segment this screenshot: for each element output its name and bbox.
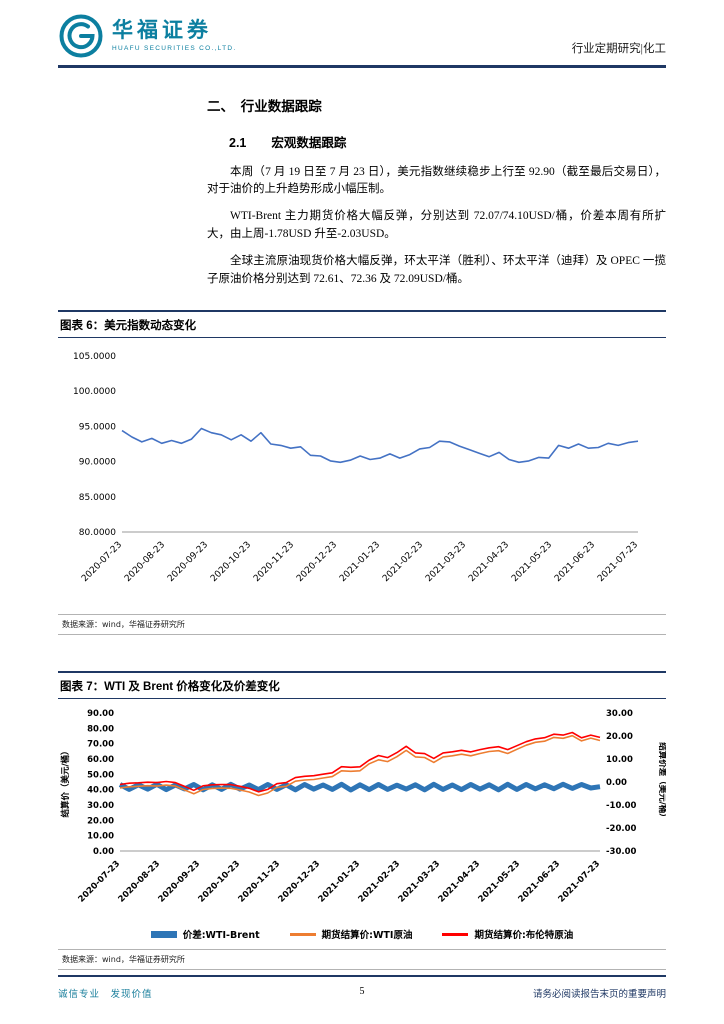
usd-index-chart: 80.0000 85.0000 90.0000 95.0000 100.0000 105.… (73, 352, 640, 584)
svg-text:2021-02-23: 2021-02-23 (381, 540, 425, 584)
legend-label: 期货结算价:WTI原油 (321, 930, 413, 942)
paragraphs: 本周（7 月 19 日至 7 月 23 日），美元指数继续稳步上行至 92.90… (58, 164, 666, 289)
paragraph-usd-index: 本周（7 月 19 日至 7 月 23 日），美元指数继续稳步上行至 92.90… (207, 165, 666, 196)
svg-text:80.00: 80.00 (87, 725, 114, 735)
svg-text:-10.00: -10.00 (606, 801, 636, 811)
figure-7-source: 数据来源：wind，华福证券研究所 (58, 949, 666, 971)
svg-text:2020-11-23: 2020-11-23 (237, 859, 283, 905)
svg-text:2020-07-23: 2020-07-23 (80, 540, 124, 584)
svg-text:20.00: 20.00 (606, 732, 633, 742)
svg-text:90.00: 90.00 (87, 709, 114, 719)
svg-text:90.0000: 90.0000 (79, 458, 116, 468)
svg-text:30.00: 30.00 (87, 801, 114, 811)
footer-disclaimer: 请务必阅读报告末页的重要声明 (532, 990, 666, 1000)
brand-name-cn: 华福证券 (112, 19, 212, 43)
brand-text: 华福证券 HUAFU SECURITIES CO.,LTD. (112, 19, 237, 52)
svg-text:2020-07-23: 2020-07-23 (77, 859, 123, 905)
svg-text:2020-08-23: 2020-08-23 (123, 540, 167, 584)
svg-text:结算价（美元/桶）: 结算价（美元/桶） (60, 747, 71, 818)
svg-text:85.0000: 85.0000 (79, 493, 116, 503)
svg-text:2021-04-23: 2021-04-23 (467, 540, 511, 584)
svg-text:30.00: 30.00 (606, 709, 633, 719)
svg-text:2021-02-23: 2021-02-23 (357, 859, 403, 905)
svg-text:70.00: 70.00 (87, 740, 114, 750)
section-title: 二、 行业数据跟踪 (207, 98, 322, 114)
svg-text:2021-03-23: 2021-03-23 (397, 859, 443, 905)
svg-text:105.0000: 105.0000 (73, 352, 116, 362)
figure-6: 图表 6：美元指数动态变化 80.0000 85.0000 90.0000 95.00… (58, 310, 666, 636)
svg-text:2021-06-23: 2021-06-23 (553, 540, 597, 584)
svg-text:2021-05-23: 2021-05-23 (477, 859, 523, 905)
svg-text:95.0000: 95.0000 (79, 423, 116, 433)
legend-item: 期货结算价:WTI原油 (289, 927, 413, 942)
svg-text:0.00: 0.00 (606, 778, 627, 788)
figure-7: 图表 7：WTI 及 Brent 价格变化及价差变化 0.00 10.00 20.0… (58, 671, 666, 971)
huafu-logo: 华福证券 HUAFU SECURITIES CO.,LTD. (58, 13, 236, 59)
footer: 诚信专业 发现价值 5 请务必阅读报告末页的重要声明 (58, 974, 666, 1000)
svg-text:2021-07-23: 2021-07-23 (596, 540, 640, 584)
svg-text:50.00: 50.00 (87, 771, 114, 781)
legend-swatch (442, 932, 469, 936)
legend-item: 价差:WTI-Brent (150, 927, 260, 942)
svg-text:2021-07-23: 2021-07-23 (557, 859, 603, 905)
content: 二、 行业数据跟踪 2.1 宏观数据跟踪 本周（7 月 19 日至 7 月 23… (0, 95, 724, 971)
svg-text:2020-09-23: 2020-09-23 (157, 859, 203, 905)
svg-text:80.0000: 80.0000 (79, 528, 116, 538)
svg-text:10.00: 10.00 (87, 832, 114, 842)
legend-swatch (289, 932, 316, 936)
svg-text:60.00: 60.00 (87, 755, 114, 765)
header: 华福证券 HUAFU SECURITIES CO.,LTD. 行业定期研究|化工 (0, 0, 724, 65)
svg-text:-20.00: -20.00 (606, 824, 636, 834)
paragraph-spot-prices: 全球主流原油现货价格大幅反弹，环太平洋（胜利）、环太平洋（迪拜）及 OPEC 一… (207, 254, 666, 285)
svg-text:-30.00: -30.00 (606, 847, 636, 857)
subsection-title: 2.1 宏观数据跟踪 (229, 135, 347, 150)
page-number: 5 (359, 986, 365, 997)
svg-text:40.00: 40.00 (87, 786, 114, 796)
brand-name-en: HUAFU SECURITIES CO.,LTD. (112, 44, 237, 52)
svg-text:2021-01-23: 2021-01-23 (338, 540, 382, 584)
svg-text:2020-12-23: 2020-12-23 (295, 540, 339, 584)
svg-text:2021-01-23: 2021-01-23 (317, 859, 363, 905)
svg-text:2021-04-23: 2021-04-23 (437, 859, 483, 905)
svg-text:2021-05-23: 2021-05-23 (510, 540, 554, 584)
footer-motto: 诚信专业 发现价值 (58, 990, 153, 1000)
footer-row: 诚信专业 发现价值 5 请务必阅读报告末页的重要声明 (58, 986, 666, 1000)
figure-7-caption: 图表 7：WTI 及 Brent 价格变化及价差变化 (58, 671, 666, 700)
svg-text:2020-11-23: 2020-11-23 (252, 540, 296, 584)
svg-text:0.00: 0.00 (93, 847, 114, 857)
legend-swatch (150, 930, 177, 938)
svg-text:2021-03-23: 2021-03-23 (424, 540, 468, 584)
svg-text:100.0000: 100.0000 (73, 388, 116, 398)
legend-label: 价差:WTI-Brent (182, 930, 260, 942)
header-rule (58, 65, 666, 68)
svg-text:20.00: 20.00 (87, 817, 114, 827)
svg-text:2020-10-23: 2020-10-23 (197, 859, 243, 905)
legend-item: 期货结算价:布伦特原油 (442, 927, 573, 941)
legend-label: 期货结算价:布伦特原油 (474, 930, 574, 942)
svg-text:2020-09-23: 2020-09-23 (166, 540, 210, 584)
huafu-logo-icon (59, 14, 103, 58)
svg-text:2020-12-23: 2020-12-23 (277, 859, 323, 905)
svg-text:10.00: 10.00 (606, 755, 633, 765)
doc-type-label: 行业定期研究|化工 (571, 43, 666, 55)
svg-text:2020-10-23: 2020-10-23 (209, 540, 253, 584)
chart-legend: 价差:WTI-Brent 期货结算价:WTI原油 期货结算价:布伦特原油 (58, 925, 666, 949)
wti-brent-chart: 0.00 10.00 20.00 30.00 40.00 50.00 60.00 70.00 8… (60, 709, 666, 905)
svg-text:2020-08-23: 2020-08-23 (117, 859, 163, 905)
paragraph-wti-brent: WTI-Brent 主力期货价格大幅反弹，分别达到 72.07/74.10USD… (207, 210, 666, 240)
footer-rule (58, 974, 666, 977)
svg-text:2021-06-23: 2021-06-23 (517, 859, 563, 905)
svg-text:结算价差（美元/桶）: 结算价差（美元/桶） (657, 743, 666, 823)
figure-6-caption: 图表 6：美元指数动态变化 (58, 310, 666, 339)
figure-6-source: 数据来源：wind，华福证券研究所 (58, 614, 666, 636)
